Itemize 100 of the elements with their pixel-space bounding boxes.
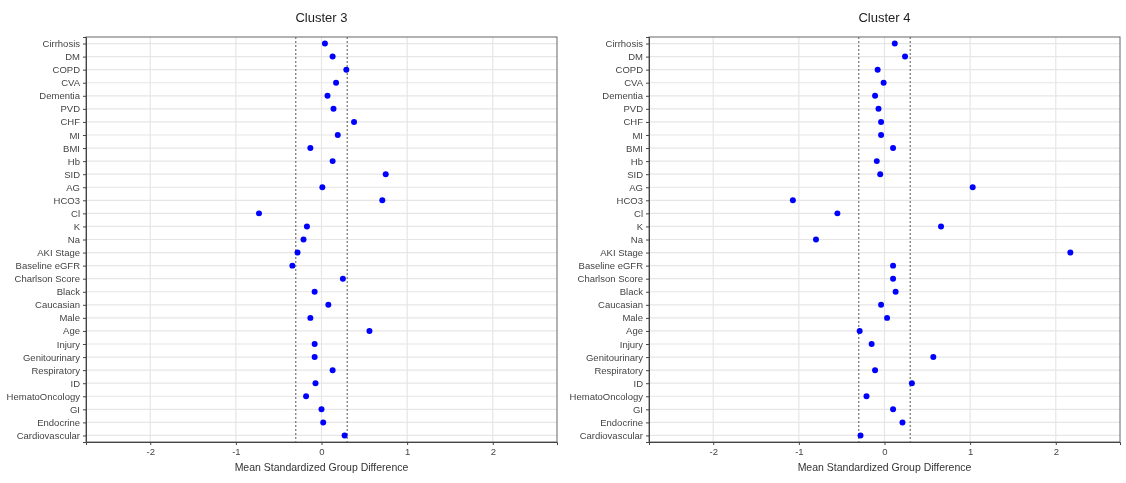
y-tick-label: Charlson Score xyxy=(577,273,643,285)
x-axis-title: Mean Standardized Group Difference xyxy=(234,461,409,473)
point xyxy=(878,132,885,138)
y-tick-label: Cl xyxy=(634,207,643,219)
y-tick-label: MI xyxy=(69,129,80,141)
point xyxy=(902,53,909,60)
point xyxy=(890,406,897,413)
y-tick-label: BMI xyxy=(63,142,80,154)
y-tick-label: BMI xyxy=(626,142,643,154)
point xyxy=(320,419,327,426)
y-tick-label: HCO3 xyxy=(53,194,80,206)
y-tick-label: Genitourinary xyxy=(22,351,81,363)
point xyxy=(872,367,879,374)
x-tick-label: 2 xyxy=(490,445,496,457)
y-tick-label: PVD xyxy=(623,103,644,115)
y-tick-label: Hb xyxy=(67,155,80,167)
point xyxy=(789,197,796,204)
y-tick-label: SID xyxy=(64,168,81,180)
x-tick-label: 2 xyxy=(1053,445,1059,457)
point xyxy=(873,158,880,165)
point xyxy=(856,327,863,334)
y-tick-label: Black xyxy=(619,286,644,298)
point xyxy=(892,288,899,295)
point xyxy=(880,79,887,86)
point xyxy=(311,341,318,347)
y-tick-label: Na xyxy=(630,234,644,246)
y-tick-label: Baseline eGFR xyxy=(578,260,644,272)
y-tick-label: Genitourinary xyxy=(585,351,644,363)
point xyxy=(868,341,875,347)
y-tick-label: Charlson Score xyxy=(14,273,80,285)
point xyxy=(874,66,881,73)
point xyxy=(863,393,870,400)
point xyxy=(877,171,884,178)
y-tick-label: HCO3 xyxy=(616,194,643,206)
y-tick-label: Cardiovascular xyxy=(16,430,80,442)
point xyxy=(366,327,373,334)
y-tick-label: Dementia xyxy=(602,90,644,102)
y-tick-label: AG xyxy=(66,181,80,193)
point xyxy=(878,118,885,125)
point xyxy=(890,262,897,269)
point xyxy=(1067,249,1074,256)
y-tick-label: Male xyxy=(59,312,80,324)
y-tick-label: Cl xyxy=(71,207,80,219)
y-tick-label: COPD xyxy=(52,64,81,76)
x-tick-label: 0 xyxy=(319,445,325,457)
point xyxy=(289,262,296,269)
point xyxy=(303,223,310,230)
point xyxy=(329,53,336,60)
y-tick-label: COPD xyxy=(615,64,644,76)
point xyxy=(319,184,326,191)
y-tick-label: Male xyxy=(622,312,643,324)
point xyxy=(382,171,389,178)
y-tick-label: AKI Stage xyxy=(37,247,80,259)
y-tick-label: Age xyxy=(626,325,643,337)
y-tick-label: AKI Stage xyxy=(600,247,643,259)
y-tick-label: GI xyxy=(69,403,80,415)
x-tick-label: 1 xyxy=(404,445,411,457)
point xyxy=(379,197,386,204)
y-tick-label: SID xyxy=(627,168,644,180)
x-tick-label: 0 xyxy=(882,445,888,457)
y-tick-label: ID xyxy=(70,377,81,389)
point xyxy=(872,92,879,99)
y-tick-label: HematoOncology xyxy=(6,390,81,402)
point xyxy=(329,158,336,165)
point xyxy=(875,105,882,112)
y-tick-label: Respiratory xyxy=(31,364,81,376)
y-tick-label: Caucasian xyxy=(598,299,643,311)
point xyxy=(938,223,944,230)
x-axis-title: Mean Standardized Group Difference xyxy=(797,461,972,473)
point xyxy=(884,314,891,321)
y-tick-label: PVD xyxy=(60,103,81,115)
point xyxy=(899,419,906,426)
y-tick-label: Cirrhosis xyxy=(42,38,81,50)
y-tick-label: Na xyxy=(67,234,81,246)
point xyxy=(312,380,319,387)
y-tick-label: CVA xyxy=(624,77,644,89)
point xyxy=(307,145,314,152)
point xyxy=(311,354,318,361)
y-tick-label: K xyxy=(636,220,644,232)
point xyxy=(890,275,897,282)
point xyxy=(324,92,331,99)
y-tick-label: Respiratory xyxy=(594,364,644,376)
x-tick-label: 1 xyxy=(967,445,974,457)
point xyxy=(351,118,358,125)
point xyxy=(330,105,337,112)
x-tick-label: -1 xyxy=(232,445,241,457)
point xyxy=(256,210,262,217)
y-tick-label: Hb xyxy=(630,155,643,167)
y-tick-label: ID xyxy=(633,377,644,389)
y-tick-label: MI xyxy=(632,129,643,141)
y-tick-label: Injury xyxy=(56,338,81,350)
point xyxy=(969,184,976,191)
y-tick-label: GI xyxy=(632,403,643,415)
y-tick-label: Cardiovascular xyxy=(579,430,643,442)
point xyxy=(311,288,318,295)
point xyxy=(343,66,350,73)
y-tick-label: Endocrine xyxy=(600,416,643,428)
y-tick-label: AG xyxy=(629,181,643,193)
point xyxy=(334,132,341,138)
x-tick-label: -1 xyxy=(795,445,804,457)
